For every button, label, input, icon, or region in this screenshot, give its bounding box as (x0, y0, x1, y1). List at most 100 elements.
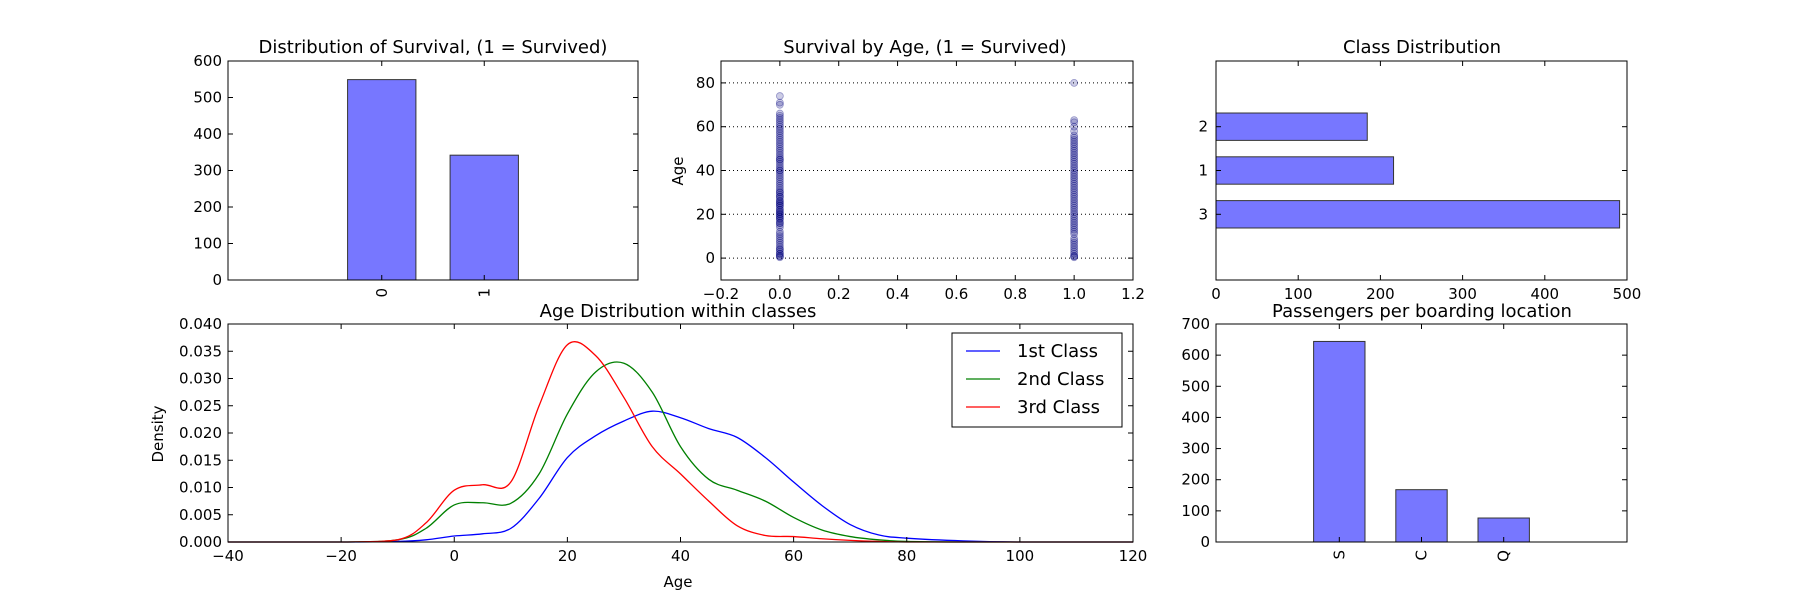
scatter-point (1070, 131, 1079, 140)
scatter-point (775, 109, 784, 118)
scatter-point (1070, 203, 1079, 212)
scatter-point (775, 214, 784, 223)
scatter-point (775, 100, 784, 109)
scatter-point (1070, 173, 1079, 181)
scatter-point (775, 227, 784, 236)
embarked-ticks: S C Q 0 100 200 300 400 500 600 700 (1181, 315, 1627, 562)
scatter-point (1070, 214, 1079, 223)
scatter-point (775, 133, 784, 142)
kde-x-tick-label: 120 (1119, 547, 1148, 565)
scatter-point (1070, 201, 1079, 210)
class-x-tick-label: 0 (1211, 285, 1221, 303)
scatter-x-tick-label: 0.4 (886, 285, 910, 303)
scatter-point (775, 181, 784, 190)
embarked-plot-frame (1215, 323, 1628, 543)
class-chart-title: Class Distribution (1343, 37, 1501, 58)
class-distribution-chart: Class Distribution 3 1 2 0 100 200 300 400 500 (1198, 37, 1641, 303)
kde-y-tick-label: 0.010 (179, 479, 222, 497)
scatter-point (1070, 252, 1079, 261)
kde-x-tick-label: 40 (671, 547, 690, 565)
scatter-point (775, 201, 784, 210)
class-y-tick-label: 3 (1198, 205, 1208, 223)
scatter-point (1070, 212, 1079, 221)
survival-ticks: 0 1 0 100 200 300 400 500 600 (193, 52, 638, 298)
scatter-point (775, 212, 784, 221)
scatter-point (1070, 179, 1079, 188)
scatter-point (1070, 155, 1079, 164)
embarked-y-tick-label: 200 (1181, 471, 1210, 489)
scatter-point (1070, 162, 1079, 171)
scatter-point (775, 135, 784, 144)
embarked-bar-C (1395, 489, 1448, 543)
scatter-point (1070, 140, 1079, 149)
scatter-point (775, 195, 784, 203)
embarked-x-tick-label: C (1413, 550, 1431, 560)
survival-y-tick-label: 600 (193, 52, 222, 70)
legend-label-1: 1st Class (1017, 341, 1098, 362)
class-bar-2 (1215, 112, 1368, 141)
scatter-point (775, 210, 784, 219)
scatter-point (1070, 221, 1079, 230)
scatter-point (775, 192, 784, 201)
scatter-x-tick-label: 0.6 (944, 285, 968, 303)
scatter-point (775, 197, 784, 206)
kde-x-tick-label: 20 (558, 547, 577, 565)
embarked-y-tick-label: 400 (1181, 408, 1210, 426)
kde-y-tick-label: 0.035 (179, 342, 222, 360)
scatter-point (775, 188, 784, 197)
scatter-point (1070, 118, 1079, 127)
embarked-y-tick-label: 600 (1181, 346, 1210, 364)
scatter-point (775, 219, 784, 227)
class-y-tick-label: 1 (1198, 162, 1208, 180)
scatter-x-tick-label: 1.2 (1121, 285, 1145, 303)
kde-y-tick-label: 0.030 (179, 370, 222, 388)
class-x-tick-label: 200 (1366, 285, 1395, 303)
scatter-x-tick-label: 0.8 (1003, 285, 1027, 303)
scatter-point (775, 131, 784, 140)
scatter-point (1070, 219, 1079, 227)
scatter-point (1070, 79, 1079, 87)
kde-x-tick-label: 80 (897, 547, 916, 565)
scatter-point (1070, 157, 1079, 166)
scatter-point (775, 184, 784, 192)
scatter-point (1070, 238, 1079, 247)
scatter-x-tick-label: 1.0 (1062, 285, 1086, 303)
survival-x-tick-label: 1 (475, 288, 493, 298)
embarked-x-tick-label: S (1330, 550, 1348, 560)
scatter-point (775, 197, 784, 206)
embarked-chart-title: Passengers per boarding location (1272, 301, 1572, 322)
legend-label-3: 3rd Class (1017, 397, 1100, 418)
scatter-point (775, 208, 784, 217)
scatter-point (775, 186, 784, 195)
class-ticks: 3 1 2 0 100 200 300 400 500 (1198, 61, 1641, 303)
scatter-point (775, 177, 784, 186)
scatter-point (1070, 230, 1079, 238)
scatter-point (775, 127, 784, 135)
scatter-point (775, 179, 784, 188)
scatter-point (775, 232, 784, 241)
scatter-y-tick-label: 20 (696, 205, 715, 223)
scatter-point (775, 236, 784, 245)
scatter-point (775, 201, 784, 210)
embarked-x-tick-label: Q (1495, 550, 1513, 562)
scatter-point (1070, 247, 1079, 256)
scatter-points (775, 79, 1079, 262)
scatter-point (1070, 149, 1079, 157)
scatter-point (775, 216, 784, 225)
scatter-point (775, 173, 784, 181)
scatter-point (775, 122, 784, 131)
scatter-point (1070, 252, 1079, 260)
scatter-point (1070, 135, 1079, 144)
boarding-location-chart: Passengers per boarding location S C Q 0 100… (1181, 301, 1628, 562)
scatter-point (775, 206, 784, 214)
scatter-point (1070, 192, 1079, 201)
kde-legend-box (951, 332, 1123, 428)
scatter-point (775, 166, 784, 175)
scatter-point (775, 140, 784, 149)
scatter-point (1070, 181, 1079, 190)
class-x-tick-label: 300 (1448, 285, 1477, 303)
scatter-point (775, 144, 784, 153)
survival-x-tick-label: 0 (373, 288, 391, 298)
scatter-point (775, 168, 784, 177)
scatter-point (775, 243, 784, 252)
